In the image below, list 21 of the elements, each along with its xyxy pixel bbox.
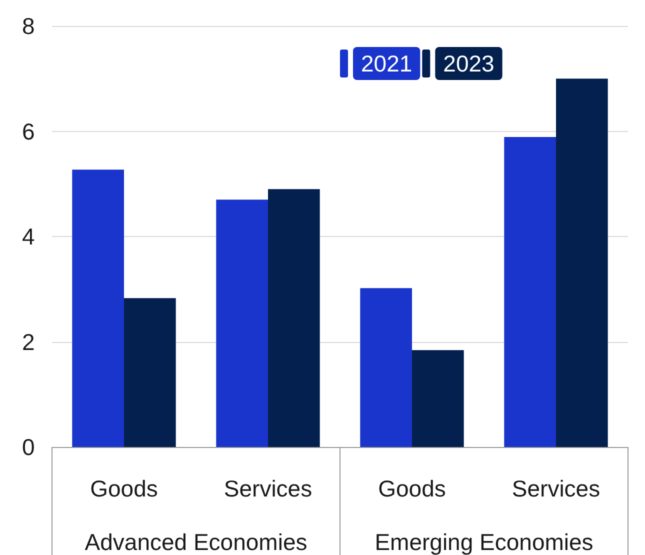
x-tick-label: Goods	[90, 476, 158, 502]
y-tick-label: 6	[22, 118, 35, 144]
x-tick-label: Services	[224, 476, 312, 502]
y-tick-label: 8	[22, 13, 35, 39]
legend-label: 2021	[361, 50, 412, 76]
x-tick-label: Goods	[378, 476, 446, 502]
bar	[72, 170, 124, 447]
bar	[268, 189, 320, 447]
bar	[556, 78, 608, 447]
bar	[216, 200, 268, 447]
bar	[504, 137, 556, 447]
legend-label: 2023	[443, 50, 494, 76]
x-tick-label: Services	[512, 476, 600, 502]
text: Advanced Economies	[84, 529, 308, 555]
bar	[360, 288, 412, 447]
y-tick-label: 0	[22, 434, 35, 460]
bar	[412, 350, 464, 447]
text: Emerging Economies	[374, 529, 594, 555]
bar	[124, 298, 176, 447]
y-tick-label: 4	[22, 224, 35, 250]
y-tick-label: 2	[22, 328, 35, 355]
